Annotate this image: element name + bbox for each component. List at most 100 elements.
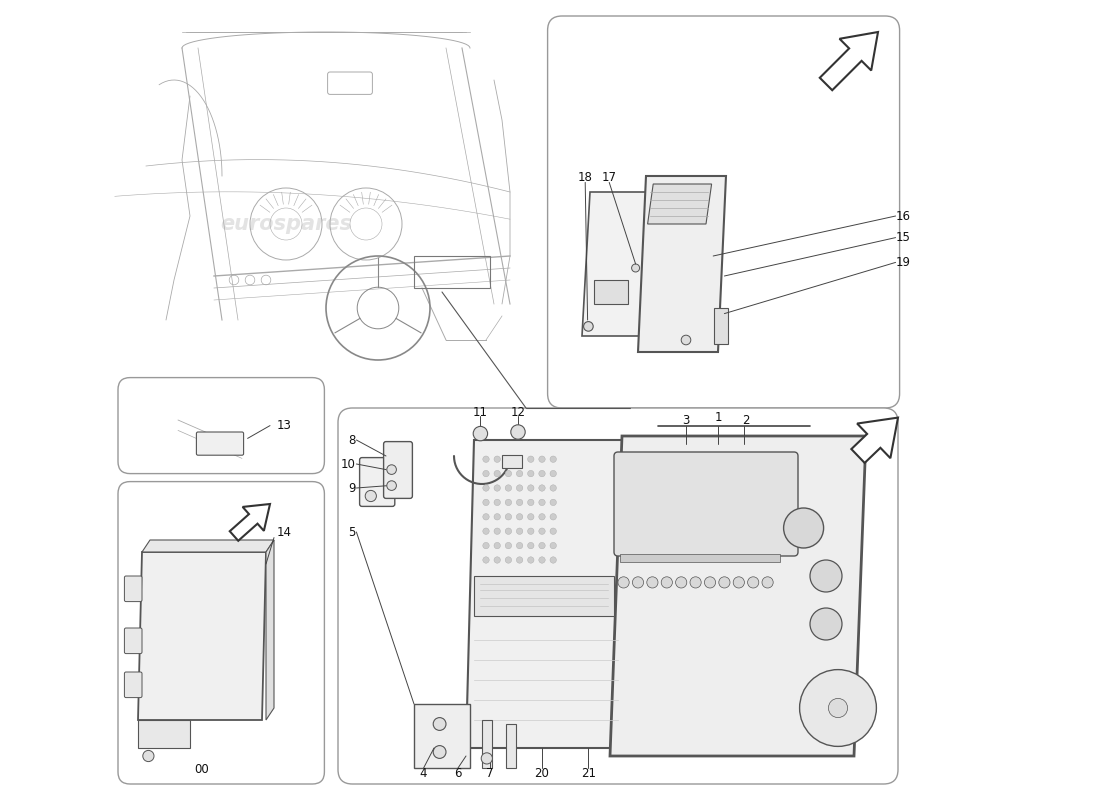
Circle shape	[528, 499, 534, 506]
Text: 2: 2	[742, 414, 750, 426]
Circle shape	[528, 470, 534, 477]
Polygon shape	[648, 184, 712, 224]
Text: 19: 19	[895, 256, 911, 269]
FancyBboxPatch shape	[338, 408, 898, 784]
Text: 15: 15	[895, 231, 911, 244]
Polygon shape	[138, 552, 266, 720]
Text: 6: 6	[454, 767, 462, 780]
FancyBboxPatch shape	[384, 442, 412, 498]
Circle shape	[647, 577, 658, 588]
Text: 00: 00	[195, 763, 209, 776]
Circle shape	[494, 470, 501, 477]
Circle shape	[550, 499, 557, 506]
Polygon shape	[414, 704, 470, 768]
Circle shape	[483, 514, 490, 520]
Text: 1: 1	[714, 411, 722, 424]
Circle shape	[528, 485, 534, 491]
Polygon shape	[466, 440, 626, 748]
Circle shape	[494, 514, 501, 520]
Bar	[620, 554, 780, 562]
Bar	[714, 308, 728, 344]
Circle shape	[783, 508, 824, 548]
Circle shape	[483, 470, 490, 477]
Circle shape	[494, 485, 501, 491]
Circle shape	[800, 670, 877, 746]
Circle shape	[539, 528, 546, 534]
Bar	[506, 724, 516, 768]
Circle shape	[632, 577, 644, 588]
Circle shape	[494, 557, 501, 563]
Circle shape	[690, 577, 701, 588]
Bar	[482, 720, 492, 768]
Circle shape	[810, 608, 842, 640]
Circle shape	[494, 528, 501, 534]
Circle shape	[539, 557, 546, 563]
Circle shape	[483, 557, 490, 563]
Circle shape	[828, 698, 848, 718]
Circle shape	[483, 456, 490, 462]
FancyBboxPatch shape	[124, 576, 142, 602]
Circle shape	[505, 456, 512, 462]
Text: 16: 16	[895, 210, 911, 222]
Circle shape	[528, 557, 534, 563]
Circle shape	[494, 499, 501, 506]
Circle shape	[539, 514, 546, 520]
FancyBboxPatch shape	[118, 378, 324, 474]
Circle shape	[473, 426, 487, 441]
Text: 21: 21	[581, 767, 596, 780]
Text: eurospares: eurospares	[637, 207, 751, 225]
Text: 9: 9	[348, 482, 355, 494]
Circle shape	[550, 557, 557, 563]
Text: 13: 13	[276, 419, 292, 432]
Circle shape	[516, 470, 522, 477]
Circle shape	[387, 481, 396, 490]
Circle shape	[481, 753, 493, 764]
Text: 17: 17	[602, 171, 617, 184]
FancyBboxPatch shape	[360, 458, 395, 506]
Circle shape	[748, 577, 759, 588]
Circle shape	[539, 499, 546, 506]
Bar	[474, 576, 614, 616]
Circle shape	[505, 542, 512, 549]
Bar	[414, 256, 490, 288]
Text: 20: 20	[535, 767, 549, 780]
Bar	[502, 455, 522, 468]
Circle shape	[618, 577, 629, 588]
Circle shape	[516, 557, 522, 563]
FancyBboxPatch shape	[614, 452, 798, 556]
Circle shape	[539, 456, 546, 462]
Text: 12: 12	[510, 406, 526, 418]
Circle shape	[550, 542, 557, 549]
Circle shape	[539, 470, 546, 477]
Circle shape	[584, 322, 593, 331]
Circle shape	[516, 514, 522, 520]
Polygon shape	[820, 32, 878, 90]
Circle shape	[143, 750, 154, 762]
Circle shape	[550, 485, 557, 491]
FancyBboxPatch shape	[124, 628, 142, 654]
Circle shape	[505, 514, 512, 520]
Circle shape	[528, 528, 534, 534]
Circle shape	[494, 456, 501, 462]
Circle shape	[631, 264, 639, 272]
Text: 4: 4	[420, 767, 427, 780]
Text: 3: 3	[682, 414, 690, 426]
Circle shape	[539, 542, 546, 549]
Circle shape	[483, 542, 490, 549]
Circle shape	[550, 470, 557, 477]
Circle shape	[494, 542, 501, 549]
Polygon shape	[230, 504, 270, 541]
Circle shape	[505, 528, 512, 534]
Circle shape	[528, 542, 534, 549]
Circle shape	[505, 557, 512, 563]
Text: 10: 10	[341, 458, 355, 470]
Circle shape	[681, 335, 691, 345]
Text: eurospares: eurospares	[544, 590, 668, 610]
Circle shape	[762, 577, 773, 588]
Text: 5: 5	[349, 526, 355, 538]
Circle shape	[516, 542, 522, 549]
Circle shape	[505, 470, 512, 477]
FancyBboxPatch shape	[124, 672, 142, 698]
Polygon shape	[582, 192, 650, 336]
Circle shape	[661, 577, 672, 588]
